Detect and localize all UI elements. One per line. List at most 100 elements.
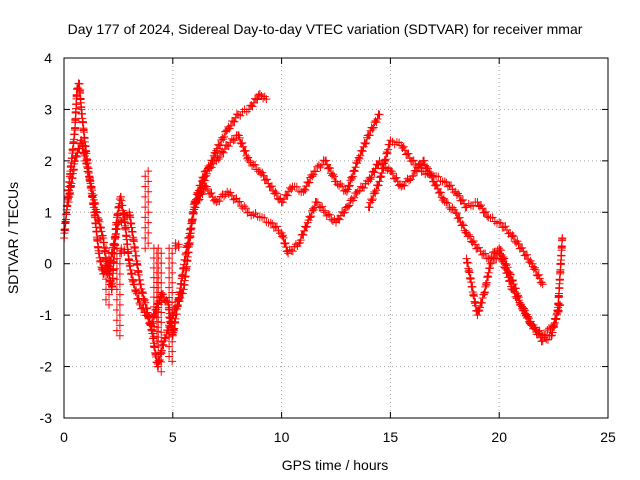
data-point <box>362 139 371 148</box>
data-point <box>525 319 534 328</box>
data-point <box>143 308 152 317</box>
data-point <box>359 183 368 192</box>
data-point <box>280 239 289 248</box>
data-point <box>171 239 180 248</box>
data-point <box>531 265 540 274</box>
data-point <box>165 352 174 361</box>
data-point <box>154 303 163 312</box>
data-point <box>144 228 153 237</box>
data-point <box>115 290 124 299</box>
data-point <box>139 289 148 298</box>
data-point <box>215 141 224 150</box>
data-point <box>481 249 490 258</box>
data-point <box>535 329 544 338</box>
data-point <box>168 308 177 317</box>
data-point <box>226 188 235 197</box>
data-point <box>535 274 544 283</box>
data-point <box>141 234 150 242</box>
data-point <box>497 256 506 265</box>
data-point <box>322 156 331 165</box>
data-point <box>377 173 386 182</box>
data-point <box>354 153 363 162</box>
data-point <box>481 207 490 216</box>
data-point <box>141 223 150 232</box>
data-point <box>267 182 276 191</box>
data-point <box>144 239 153 248</box>
data-point <box>157 259 166 268</box>
data-point <box>523 250 532 259</box>
data-point <box>408 156 417 165</box>
data-point <box>236 111 245 120</box>
data-point <box>166 318 175 327</box>
data-point <box>325 210 334 219</box>
data-point <box>538 280 547 289</box>
data-point <box>238 138 247 147</box>
data-point <box>144 167 153 176</box>
data-point <box>328 171 337 180</box>
data-point <box>458 220 467 229</box>
data-point <box>529 265 538 274</box>
data-point <box>345 182 354 191</box>
data-point <box>345 201 354 210</box>
data-point <box>536 278 545 287</box>
data-point <box>508 231 517 240</box>
data-point <box>95 217 104 226</box>
data-point <box>368 124 377 133</box>
data-point <box>159 290 168 299</box>
data-point <box>514 239 523 248</box>
y-tick-label: -1 <box>40 307 53 323</box>
data-point <box>400 181 409 190</box>
data-point <box>152 317 161 326</box>
data-point <box>168 259 177 268</box>
data-point <box>399 142 408 151</box>
data-point <box>154 283 163 292</box>
data-point <box>301 223 310 232</box>
data-point <box>384 145 393 154</box>
data-point <box>178 289 187 298</box>
data-point <box>230 117 239 126</box>
data-point <box>347 173 356 182</box>
data-point <box>244 153 253 162</box>
data-point <box>381 156 390 165</box>
data-point <box>372 186 381 195</box>
data-point <box>367 173 376 182</box>
data-point <box>311 167 320 176</box>
data-point <box>345 181 354 190</box>
data-point <box>276 194 285 203</box>
data-point <box>516 300 525 309</box>
data-point <box>318 202 327 211</box>
data-point <box>157 346 166 355</box>
data-point <box>272 222 281 231</box>
data-point <box>459 221 468 230</box>
data-point <box>549 322 558 331</box>
x-tick-labels: 0 5 10 15 20 25 <box>60 429 616 445</box>
data-point <box>168 347 177 356</box>
data-point <box>266 218 275 227</box>
data-point <box>548 328 557 337</box>
data-point <box>115 321 124 330</box>
data-point <box>338 182 347 191</box>
data-point <box>281 239 290 248</box>
data-point <box>164 326 173 335</box>
data-point <box>350 167 359 176</box>
data-point <box>476 303 485 312</box>
data-point <box>141 203 150 212</box>
data-point <box>292 182 301 191</box>
data-point <box>157 338 166 347</box>
data-point <box>474 243 483 252</box>
data-point <box>117 217 126 226</box>
data-point <box>386 136 395 145</box>
data-point <box>371 116 380 125</box>
data-point <box>168 298 177 307</box>
data-point <box>157 288 166 297</box>
data-point <box>157 308 166 317</box>
data-point <box>496 218 505 227</box>
x-axis-label: GPS time / hours <box>282 457 389 473</box>
data-point <box>141 192 150 201</box>
data-point <box>447 181 456 190</box>
data-point <box>490 217 499 226</box>
data-point <box>478 293 487 302</box>
data-point <box>149 312 158 321</box>
x-tick-label: 0 <box>60 429 68 445</box>
data-point <box>298 230 307 239</box>
